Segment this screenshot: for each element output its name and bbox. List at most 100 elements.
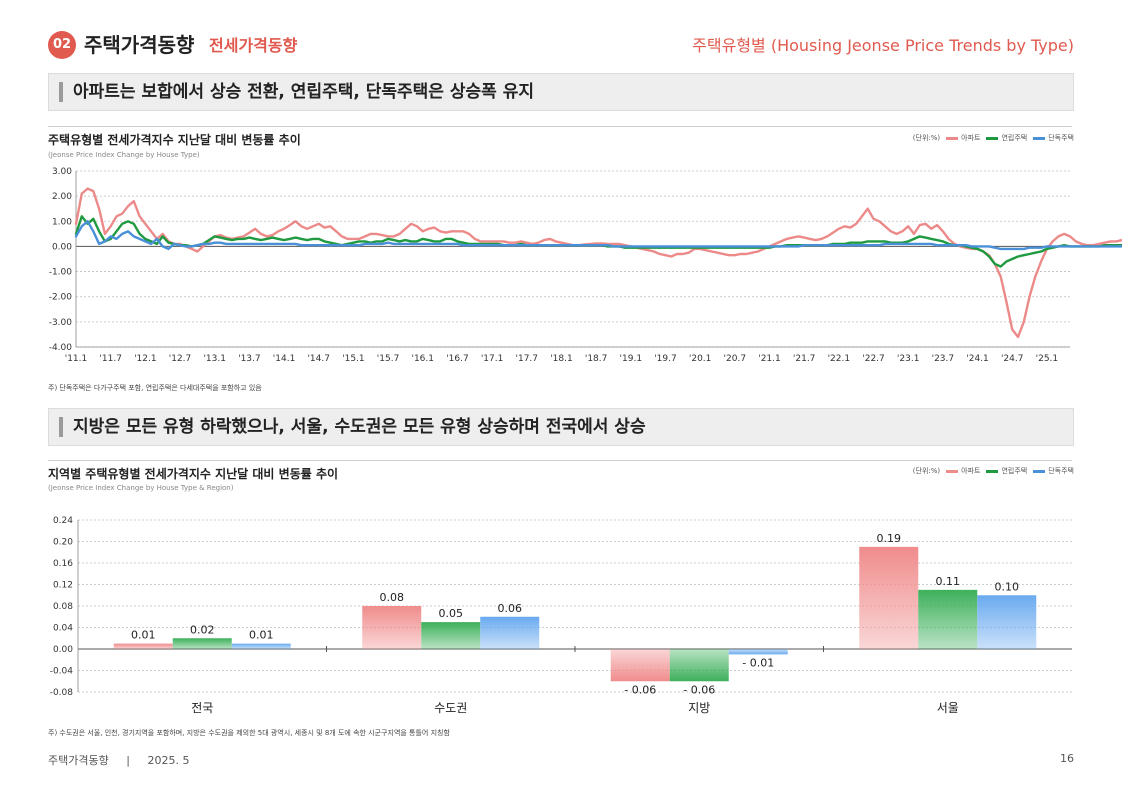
bar-3: [977, 595, 1037, 649]
chart2-note: 주) 수도권은 서울, 인천, 경기지역을 포함하며, 지방은 수도권을 제외한…: [48, 729, 450, 737]
divider: [48, 460, 1072, 461]
chart1-note: 주) 단독주택은 다가구주택 포함, 연립주택은 다세대주택을 포함하고 있음: [48, 384, 262, 392]
y-tick-label: 2.00: [52, 192, 72, 202]
data-label: 0.08: [380, 591, 405, 604]
footer-title: 주택가격동향: [48, 754, 109, 767]
x-tick-label: '15.7: [377, 354, 400, 364]
x-tick-label: '15.1: [342, 354, 365, 364]
line-chart: 3.002.001.000.00-1.00-2.00-3.00-4.00'11.…: [49, 167, 1122, 364]
page-number: 16: [1060, 752, 1074, 765]
chart2-legend: (단위:%) 아파트 연립주택 단독주택: [913, 466, 1074, 476]
legend-item-detached: 단독주택: [1033, 133, 1074, 143]
y-tick-label: 0.08: [53, 602, 73, 612]
x-tick-label: '21.1: [758, 354, 781, 364]
data-label: 0.10: [995, 580, 1020, 593]
divider: [48, 126, 1072, 127]
legend-swatch: [946, 136, 959, 140]
x-tick-label: '25.1: [1036, 354, 1059, 364]
x-tick-label: '24.1: [966, 354, 989, 364]
category-label: 전국: [191, 701, 213, 715]
bar-1: [610, 649, 670, 682]
data-label: 0.05: [439, 607, 464, 620]
y-tick-label: 0.20: [53, 538, 73, 548]
x-tick-label: '20.7: [724, 354, 747, 364]
y-tick-label: 0.24: [53, 516, 73, 526]
x-tick-label: '17.7: [516, 354, 539, 364]
y-tick-label: 1.00: [52, 217, 72, 227]
data-label: - 0.01: [742, 656, 774, 669]
bar-2: [172, 638, 232, 649]
x-tick-label: '14.7: [307, 354, 330, 364]
x-tick-label: '12.7: [169, 354, 192, 364]
page-topic: 주택유형별 (Housing Jeonse Price Trends by Ty…: [692, 36, 1074, 55]
x-tick-label: '20.1: [689, 354, 712, 364]
section1-banner: 아파트는 보합에서 상승 전환, 연립주택, 단독주택은 상승폭 유지: [48, 73, 1074, 111]
category-label: 수도권: [434, 701, 467, 715]
x-tick-label: '18.1: [550, 354, 573, 364]
x-tick-label: '13.1: [203, 354, 226, 364]
x-tick-label: '16.7: [446, 354, 469, 364]
y-tick-label: 0.00: [53, 645, 73, 655]
section2-headline: 지방은 모든 유형 하락했으나, 서울, 수도권은 모든 유형 상승하며 전국에…: [73, 417, 646, 437]
bar-1: [113, 643, 173, 649]
legend-item-row: 연립주택: [986, 133, 1027, 143]
page-title: 주택가격동향: [84, 33, 195, 57]
x-tick-label: '12.1: [134, 354, 157, 364]
bar-1: [362, 606, 422, 649]
y-tick-label: 0.16: [53, 559, 73, 569]
bar-1: [859, 546, 919, 649]
banner-accent-bar: [59, 417, 63, 437]
x-tick-label: '19.7: [654, 354, 677, 364]
y-tick-label: -0.04: [50, 667, 74, 677]
x-tick-label: '24.7: [1001, 354, 1024, 364]
data-label: 0.06: [498, 602, 523, 615]
chart2-title: 지역별 주택유형별 전세가격지수 지난달 대비 변동률 추이: [48, 467, 339, 481]
y-tick-label: -4.00: [49, 343, 73, 353]
chart1-subtitle: (Jeonse Price Index Change by House Type…: [48, 151, 200, 159]
legend-unit: (단위:%): [912, 467, 941, 475]
bar-3: [480, 616, 540, 649]
data-label: 0.01: [131, 629, 156, 642]
chart1-legend: (단위:%) 아파트 연립주택 단독주택: [913, 133, 1074, 143]
bar-2: [421, 622, 481, 649]
page-subtitle: 전세가격동향: [209, 36, 298, 55]
y-tick-label: 0.04: [53, 624, 73, 634]
data-label: 0.19: [877, 532, 902, 545]
footer-separator: |: [126, 754, 130, 767]
series-line-1: [74, 187, 1122, 339]
x-tick-label: '16.1: [411, 354, 434, 364]
data-label: 0.02: [190, 623, 215, 636]
y-tick-label: -1.00: [49, 268, 73, 278]
y-tick-label: 3.00: [52, 167, 72, 177]
footer: 주택가격동향 | 2025. 5: [48, 752, 189, 768]
data-label: - 0.06: [624, 683, 656, 696]
chart1-title: 주택유형별 전세가격지수 지난달 대비 변동률 추이: [48, 133, 301, 147]
x-tick-label: '22.1: [828, 354, 851, 364]
legend-item-apt: 아파트: [946, 133, 980, 143]
bar-3: [728, 649, 788, 655]
x-tick-label: '19.1: [620, 354, 643, 364]
legend-swatch: [986, 469, 999, 473]
x-tick-label: '11.1: [65, 354, 88, 364]
x-tick-label: '22.7: [862, 354, 885, 364]
data-label: 0.01: [249, 629, 274, 642]
x-tick-label: '11.7: [99, 354, 122, 364]
section-number-badge: 02: [48, 31, 76, 59]
banner-accent-bar: [59, 82, 63, 102]
bar-2: [918, 589, 978, 649]
x-tick-label: '21.7: [793, 354, 816, 364]
y-tick-label: 0.00: [52, 242, 72, 252]
section1-headline: 아파트는 보합에서 상승 전환, 연립주택, 단독주택은 상승폭 유지: [73, 82, 534, 102]
x-tick-label: '23.1: [897, 354, 920, 364]
legend-unit: (단위:%): [912, 134, 941, 142]
legend-item-detached: 단독주택: [1033, 466, 1074, 476]
x-tick-label: '17.1: [481, 354, 504, 364]
page-header: 02 주택가격동향 전세가격동향 주택유형별 (Housing Jeonse P…: [48, 30, 1074, 62]
y-tick-label: 0.12: [53, 581, 73, 591]
bar-3: [231, 643, 291, 649]
legend-item-row: 연립주택: [986, 466, 1027, 476]
legend-swatch: [986, 136, 999, 140]
series-line-3: [74, 220, 1122, 251]
legend-swatch: [946, 469, 959, 473]
category-label: 지방: [688, 701, 710, 715]
